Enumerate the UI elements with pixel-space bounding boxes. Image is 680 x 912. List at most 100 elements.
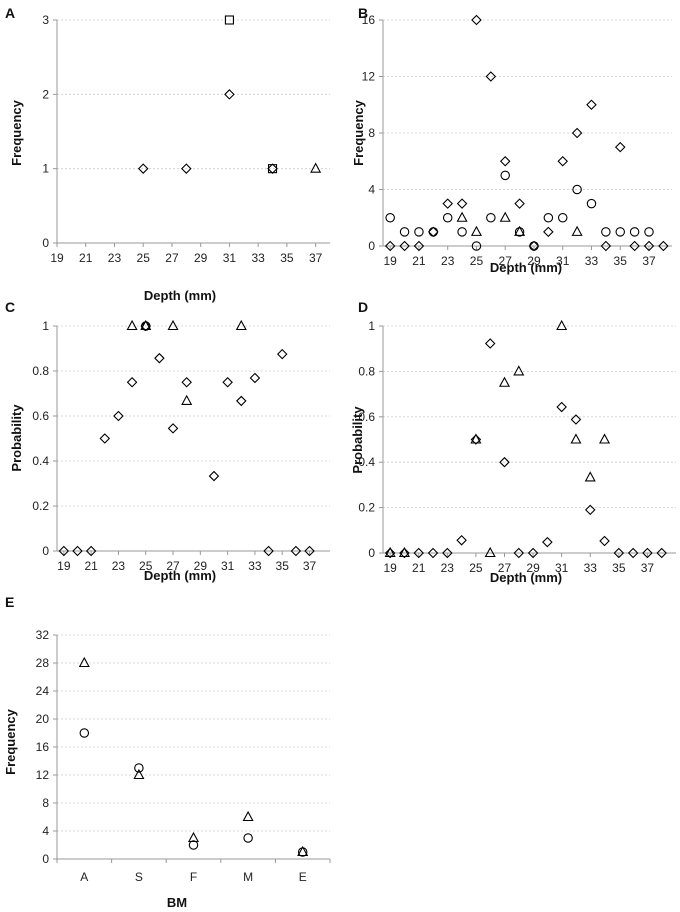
triangle-point-e: [78, 656, 90, 668]
triangle-point-d: [470, 433, 482, 444]
y-tick-label-b: 0: [368, 239, 375, 253]
diamond-point-d: [542, 536, 553, 548]
y-tick-label-e: 20: [36, 712, 50, 726]
diamond-point-d: [427, 547, 439, 559]
y-tick-label-b: 12: [362, 70, 376, 84]
x-tick-label-c: 25: [139, 559, 153, 573]
diamond-point-d: [627, 547, 639, 559]
circle-point-c: [140, 321, 151, 331]
triangle-point-b: [456, 211, 468, 222]
triangle-point-e: [187, 831, 200, 843]
y-tick-label-c: 0.4: [32, 454, 49, 468]
circle-point-b: [629, 227, 640, 237]
circle-point-b: [615, 227, 625, 237]
diamond-point-b: [600, 240, 612, 252]
x-tick-label-b: 33: [585, 254, 599, 268]
diamond-point-b: [658, 240, 669, 252]
x-tick-label-d: 25: [469, 561, 483, 575]
x-tick-label-d: 29: [526, 561, 540, 575]
circle-point-b: [572, 184, 582, 195]
diamond-point-b: [557, 155, 569, 167]
panel-c: C Probability Depth (mm) 00.20.40.60.81 …: [5, 299, 330, 583]
y-tick-label-d: 0: [368, 546, 375, 560]
diamond-point-c: [235, 395, 247, 407]
diamond-point-d: [456, 535, 467, 546]
diamond-point-b: [586, 99, 597, 111]
circle-point-b: [399, 227, 410, 237]
x-tick-label-b: 31: [556, 254, 570, 268]
diamond-point-d: [584, 504, 596, 516]
x-tick-label-c: 23: [112, 559, 126, 573]
diamond-point-b: [614, 141, 626, 153]
x-tick-label-e: A: [80, 870, 88, 884]
diamond-point-b: [485, 71, 497, 82]
diamond-point-d: [613, 547, 625, 559]
x-ticks-c: 19 21 23 25 27 29 31 33 35 37: [57, 551, 317, 573]
y-tick-label-b: 16: [362, 13, 376, 27]
x-axis-title-b: Depth (mm): [490, 260, 562, 275]
x-tick-label-e: S: [135, 870, 143, 884]
circle-point-b: [601, 227, 611, 237]
x-axis-title-a: Depth (mm): [144, 288, 216, 303]
diamond-point-d: [399, 547, 410, 559]
y-tick-label-c: 0.8: [32, 364, 49, 378]
triangle-point-e: [242, 810, 254, 822]
y-ticks-e: 0 4 8 12 16 20 24 28 32: [36, 628, 57, 866]
circle-point-b: [471, 241, 482, 251]
markers-b: [384, 14, 669, 252]
y-tick-label-d: 1: [368, 319, 375, 333]
x-tick-label-b: 25: [470, 254, 484, 268]
x-tick-label-d: 21: [412, 561, 426, 575]
markers-a: [137, 15, 322, 174]
x-tick-label-a: 25: [137, 251, 151, 265]
diamond-point-c: [58, 545, 70, 557]
x-tick-label-c: 37: [303, 559, 317, 573]
x-ticks-d: 19 21 23 25 27 29 31 33 35 37: [383, 553, 654, 575]
panel-d: D Probability Depth (mm) 00.20.40.60.81 …: [350, 299, 676, 585]
x-axis-title-d: Depth (mm): [490, 570, 562, 585]
circle-point-b: [543, 213, 554, 223]
triangle-point-d: [513, 365, 525, 376]
y-axis-title-e: Frequency: [3, 708, 18, 775]
circle-point-b: [557, 213, 568, 223]
circle-point-e: [79, 728, 90, 738]
x-tick-label-c: 21: [84, 559, 98, 573]
diamond-point-d: [470, 434, 482, 445]
triangle-point-e: [297, 845, 309, 857]
diamond-point-c: [208, 470, 220, 482]
diamond-point-d: [556, 401, 567, 413]
y-ticks-d: 0 0.2 0.4 0.6 0.8 1: [358, 319, 383, 560]
x-tick-label-c: 33: [248, 559, 262, 573]
y-axis-title-d: Probability: [350, 406, 365, 474]
diamond-point-b: [413, 240, 425, 252]
y-tick-label-a: 0: [42, 236, 49, 250]
diamond-point-a: [137, 163, 149, 174]
x-tick-label-c: 19: [57, 559, 71, 573]
circle-point-b: [428, 227, 439, 237]
x-tick-label-d: 35: [612, 561, 626, 575]
markers-d: [384, 319, 667, 559]
x-tick-label-b: 37: [642, 254, 656, 268]
y-tick-label-c: 0.2: [32, 499, 49, 513]
y-tick-label-d: 0.8: [358, 364, 375, 378]
x-tick-label-e: M: [243, 870, 253, 884]
y-tick-label-a: 3: [42, 13, 49, 27]
y-tick-label-e: 24: [36, 684, 50, 698]
x-tick-label-c: 29: [194, 559, 208, 573]
diamond-point-b: [643, 240, 655, 252]
x-ticks-a: 19 21 23 25 27 29 31 33 35 37: [50, 243, 323, 265]
diamond-point-d: [527, 547, 539, 559]
x-axis-title-e: BM: [167, 895, 187, 910]
y-tick-label-c: 0.6: [32, 409, 49, 423]
triangle-point-b: [470, 225, 482, 236]
x-tick-label-b: 19: [384, 254, 398, 268]
y-axis-title-b: Frequency: [351, 99, 366, 166]
circle-point-b: [586, 198, 597, 209]
y-tick-label-e: 12: [36, 768, 50, 782]
circle-point-b: [457, 227, 467, 237]
diamond-point-b: [384, 240, 396, 252]
axes-d: [382, 326, 676, 554]
x-tick-label-d: 19: [383, 561, 397, 575]
x-tick-label-c: 31: [221, 559, 235, 573]
